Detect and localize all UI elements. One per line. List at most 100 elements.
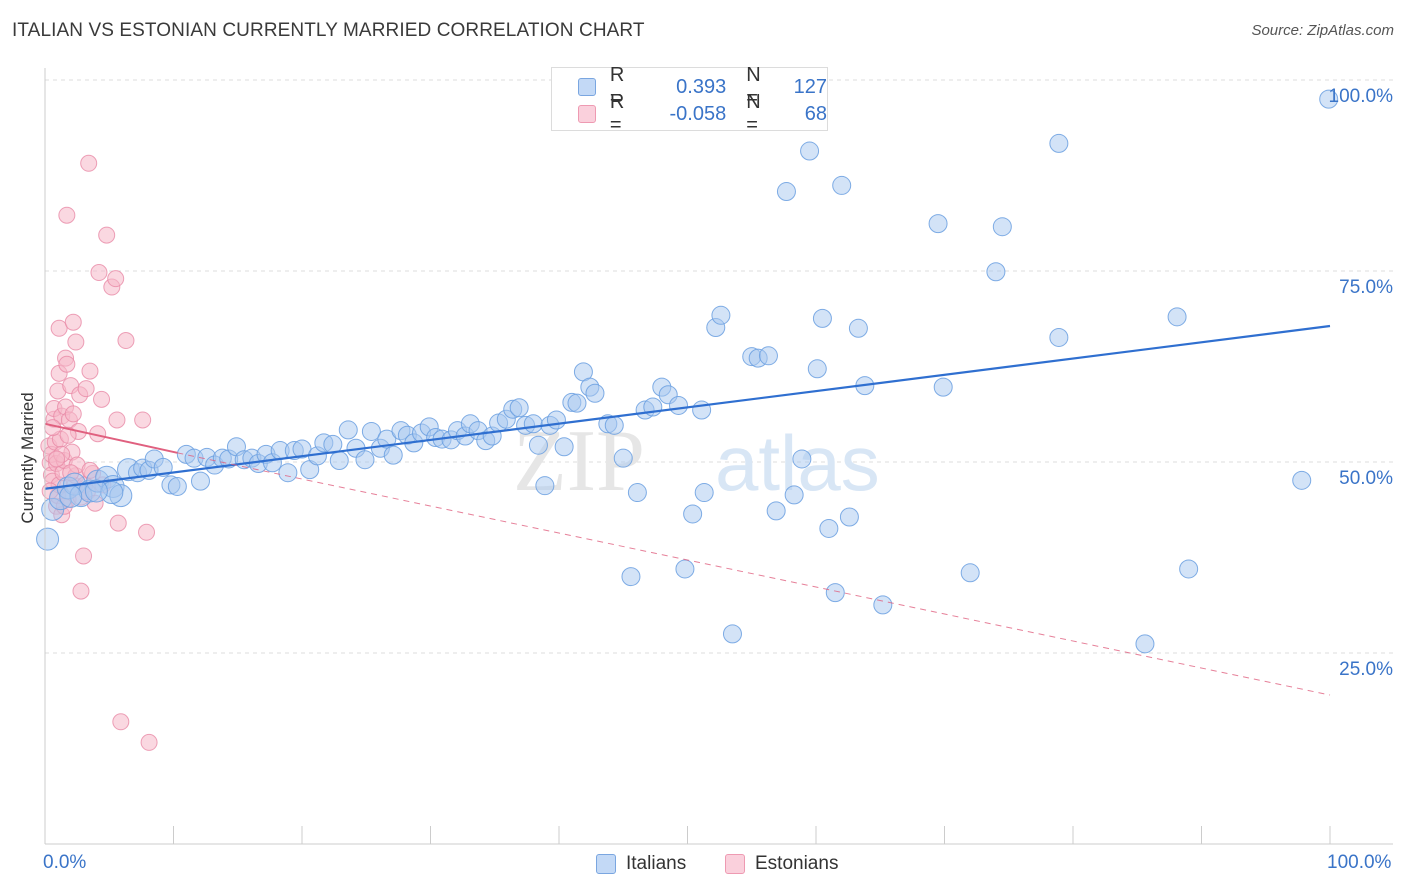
italians-point (59, 484, 83, 508)
italians-point (613, 448, 633, 468)
italians-point (758, 346, 778, 366)
italians-point (355, 450, 375, 470)
stats-legend: R = 0.393 N = 127 R = -0.058 N = 68 (551, 64, 828, 136)
italians-point (567, 393, 587, 413)
italians-point (694, 483, 714, 503)
estonians-trend-line (44, 422, 178, 454)
estonians-point (109, 514, 127, 532)
n-label: N = (746, 64, 761, 109)
trend-lines (44, 324, 1331, 696)
italians-point (329, 450, 349, 470)
estonians-point (140, 733, 158, 751)
estonians-point (108, 411, 126, 429)
estonians-point (90, 264, 108, 282)
italians-point (1167, 307, 1187, 327)
estonians-swatch (578, 105, 596, 123)
italians-point (832, 175, 852, 195)
italians-point (278, 463, 298, 483)
italians-point (800, 141, 820, 161)
estonians-legend-swatch (725, 854, 745, 874)
estonians-point (80, 154, 98, 172)
italians-point (839, 507, 859, 527)
legend-row-estonians: R = -0.058 N = 68 (552, 91, 827, 136)
italians-point (36, 527, 60, 551)
italians-legend-label: Italians (626, 853, 687, 874)
italians-point (1292, 470, 1312, 490)
italians-point (338, 420, 358, 440)
italians-point (992, 217, 1012, 237)
italians-point (812, 308, 832, 328)
italians-point (675, 559, 695, 579)
italians-point (153, 457, 173, 477)
italians-point (1049, 327, 1069, 347)
italians-point (1319, 89, 1339, 109)
estonians-point (138, 523, 156, 541)
italians-point (766, 501, 786, 521)
y-tick-25: 25.0% (1339, 659, 1393, 680)
estonians-point (72, 582, 90, 600)
italians-point (361, 421, 381, 441)
estonians-point (58, 206, 76, 224)
italians-point (585, 383, 605, 403)
estonians-point (50, 319, 68, 337)
legend-italians[interactable]: Italians (596, 851, 686, 877)
italians-point (722, 624, 742, 644)
estonians-point (98, 226, 116, 244)
estonians-point (59, 426, 77, 444)
italians-point (1135, 634, 1155, 654)
estonians-point (64, 405, 82, 423)
estonians-legend-label: Estonians (755, 853, 839, 874)
n-label: N = (746, 91, 761, 136)
r-label: R = (609, 91, 625, 136)
italians-point (683, 504, 703, 524)
italians-point (604, 415, 624, 435)
source-label: Source: ZipAtlas.com (1251, 22, 1394, 39)
italians-points (36, 89, 1339, 654)
y-tick-100: 100.0% (1328, 86, 1393, 107)
italians-point (84, 479, 108, 503)
r-value-italians: 0.393 (676, 75, 727, 98)
italians-point (669, 395, 689, 415)
italians-point (784, 485, 804, 505)
italians-trend-line (44, 324, 1331, 490)
italians-point (792, 449, 812, 469)
italians-point (807, 359, 827, 379)
estonians-points (40, 154, 158, 751)
estonians-point (48, 450, 66, 468)
estonians-point (75, 547, 93, 565)
italians-point (928, 214, 948, 234)
italians-point (960, 563, 980, 583)
italians-legend-swatch (596, 854, 616, 874)
legend-estonians[interactable]: Estonians (725, 851, 838, 877)
italians-point (190, 471, 210, 491)
estonians-point (93, 390, 111, 408)
italians-point (323, 434, 343, 454)
axes (44, 68, 1393, 845)
n-value-italians: 127 (793, 75, 828, 98)
x-tick-max: 100.0% (1327, 852, 1392, 873)
italians-point (509, 398, 529, 418)
italians-swatch (578, 78, 596, 96)
italians-point (621, 567, 641, 587)
r-label: R = (609, 64, 625, 109)
italians-point (528, 435, 548, 455)
estonians-point (134, 411, 152, 429)
italians-point (546, 410, 566, 430)
estonians-trend-extension (177, 452, 1331, 696)
italians-point (1179, 559, 1199, 579)
italians-point (523, 414, 543, 434)
estonians-point (58, 355, 76, 373)
y-tick-75: 75.0% (1339, 277, 1393, 298)
italians-point (819, 518, 839, 538)
italians-point (848, 318, 868, 338)
estonians-point (112, 713, 130, 731)
estonians-point (64, 313, 82, 331)
italians-point (383, 445, 403, 465)
estonians-point (77, 380, 95, 398)
legend-row-italians: R = 0.393 N = 127 (552, 64, 828, 109)
italians-point (1049, 133, 1069, 153)
italians-point (377, 429, 397, 449)
y-tick-50: 50.0% (1339, 468, 1393, 489)
italians-point (873, 595, 893, 615)
